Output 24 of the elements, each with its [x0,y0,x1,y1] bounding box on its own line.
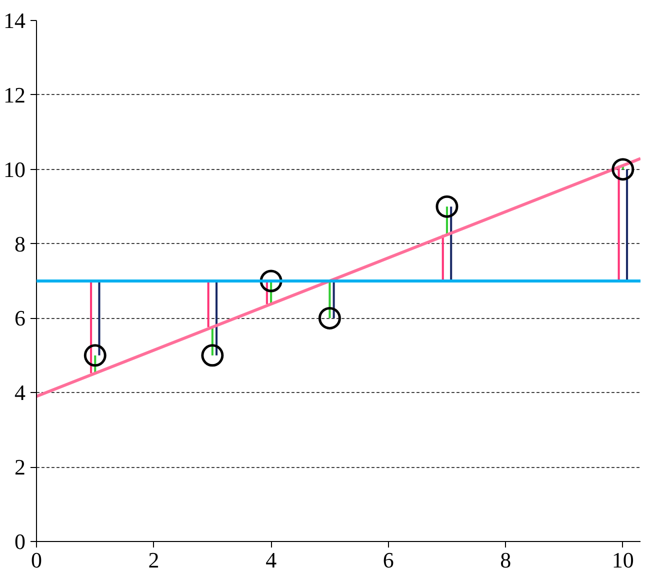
x-tick-label: 2 [148,548,160,572]
point [84,344,106,367]
point [436,195,458,218]
y-tick-label: 8 [14,231,26,256]
y-tick-label: 12 [4,82,26,108]
y-tick-label: 2 [14,454,26,480]
x-tick-label: 0 [31,548,42,572]
x-tick-label: 6 [382,548,394,572]
x-tick-label: 4 [266,548,277,572]
bar [98,281,100,356]
x-tick-label: 8 [500,548,512,572]
y-tick-label: 6 [14,306,26,331]
bar [626,169,628,281]
y-tick-label: 0 [14,529,26,554]
y-tick-label: 4 [14,380,26,406]
point [612,158,634,181]
x-tick-label: 10 [612,548,634,572]
bar [90,281,92,374]
bar [207,281,210,328]
point [318,306,341,330]
y-tick-label: 10 [4,156,26,182]
bar [618,166,620,281]
y-tick-label: 14 [4,8,26,33]
point [201,344,224,367]
